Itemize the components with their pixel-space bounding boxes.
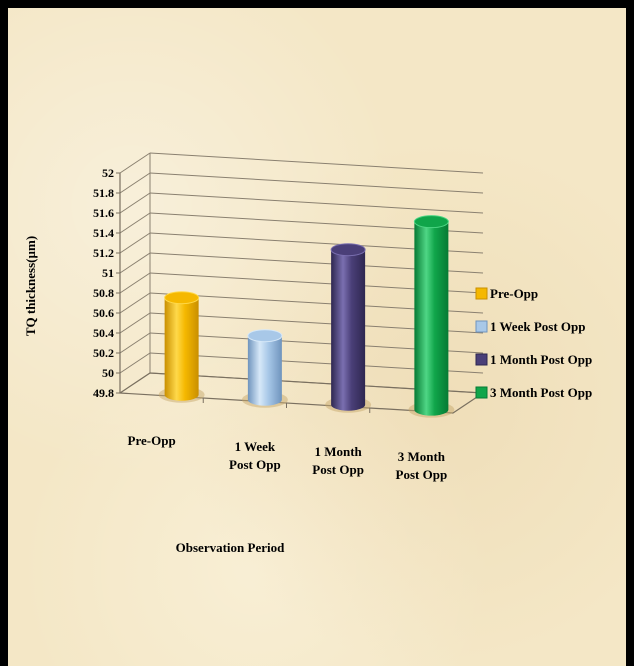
y-axis-label: TQ thickness(µm) bbox=[23, 236, 38, 336]
x-tick-labels: Pre-Opp 1 Week Post Opp 1 Month Post Opp 3 Mo… bbox=[128, 433, 448, 482]
y-tick-label: 49.8 bbox=[93, 386, 114, 400]
y-tick-label: 52 bbox=[102, 166, 114, 180]
x-tick-label: Pre-Opp bbox=[128, 433, 176, 448]
y-tick-label: 50.6 bbox=[93, 306, 114, 320]
grid-line bbox=[119, 212, 151, 234]
y-tick-label: 51.8 bbox=[93, 186, 114, 200]
bar bbox=[325, 243, 372, 413]
grid-line bbox=[119, 192, 151, 214]
grid-line bbox=[149, 192, 484, 214]
grid-line bbox=[119, 332, 151, 354]
y-tick-label: 51.4 bbox=[93, 226, 114, 240]
bar bbox=[408, 215, 455, 418]
y-tick-label: 51.2 bbox=[93, 246, 114, 260]
legend-label: 1 Month Post Opp bbox=[490, 352, 592, 367]
legend-label: 3 Month Post Opp bbox=[490, 385, 592, 400]
legend-item: 1 Month Post Opp bbox=[475, 352, 592, 367]
legend: Pre-Opp 1 Week Post Opp 1 Month Post Opp 3 … bbox=[475, 286, 592, 400]
grid-line bbox=[119, 232, 151, 254]
y-tick-label: 50.4 bbox=[93, 326, 114, 340]
y-tick-label: 50.2 bbox=[93, 346, 114, 360]
legend-swatch bbox=[475, 287, 488, 300]
x-axis-label: Observation Period bbox=[176, 540, 285, 555]
y-tick-label: 50.8 bbox=[93, 286, 114, 300]
legend-label: 1 Week Post Opp bbox=[490, 319, 585, 334]
grid-line bbox=[119, 252, 151, 274]
bar bbox=[158, 291, 205, 403]
grid-line bbox=[119, 272, 151, 294]
legend-item: 3 Month Post Opp bbox=[475, 385, 592, 400]
grid-line bbox=[119, 352, 151, 374]
grid-line bbox=[149, 152, 484, 174]
legend-swatch bbox=[475, 320, 488, 333]
y-tick-labels: 49.8 50 50.2 50.4 50.6 50.8 51 51.2 51.4 51.6 51.8… bbox=[93, 166, 114, 400]
grid-line bbox=[119, 312, 151, 334]
x-tick-label: 3 Month Post Opp bbox=[396, 449, 448, 482]
y-tick-label: 51 bbox=[102, 266, 114, 280]
y-tick-label: 50 bbox=[102, 366, 114, 380]
legend-label: Pre-Opp bbox=[490, 286, 538, 301]
x-tick-label: 1 Month Post Opp bbox=[312, 444, 364, 477]
y-axis bbox=[116, 153, 151, 394]
legend-swatch bbox=[475, 353, 488, 366]
grid-line bbox=[119, 172, 151, 194]
y-tick-label: 51.6 bbox=[93, 206, 114, 220]
chart-frame: 49.8 50 50.2 50.4 50.6 50.8 51 51.2 51.4 51.6 51.8… bbox=[8, 8, 626, 666]
grid-line bbox=[119, 292, 151, 314]
legend-item: 1 Week Post Opp bbox=[475, 319, 585, 334]
bar bbox=[241, 329, 288, 408]
bars bbox=[158, 215, 455, 418]
x-tick-label: 1 Week Post Opp bbox=[229, 439, 281, 472]
bar-chart: 49.8 50 50.2 50.4 50.6 50.8 51 51.2 51.4 51.6 51.8… bbox=[23, 152, 592, 555]
grid-line bbox=[149, 172, 484, 194]
grid-line bbox=[119, 152, 151, 174]
legend-swatch bbox=[475, 386, 488, 399]
legend-item: Pre-Opp bbox=[475, 286, 538, 301]
